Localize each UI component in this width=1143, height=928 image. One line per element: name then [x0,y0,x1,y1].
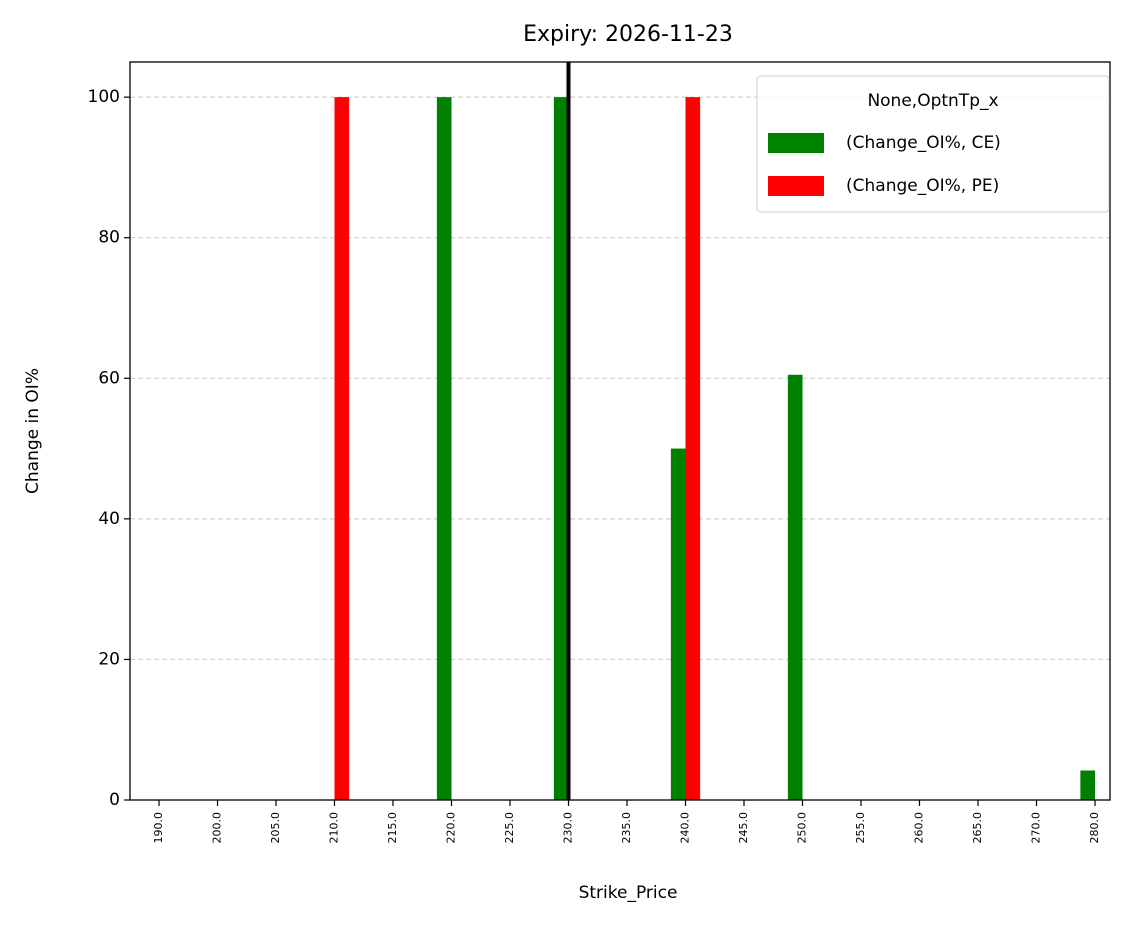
y-tick-label: 0 [109,790,120,810]
x-tick-label: 215.0 [386,812,399,844]
x-tick-label: 225.0 [503,812,516,844]
bar [787,374,803,800]
x-tick-label: 240.0 [679,812,692,844]
x-tick-label: 280.0 [1088,812,1101,844]
bar [1080,770,1095,800]
plot-frame [129,61,1111,801]
legend: None,OptnTp_x (Change_OI%, CE) (Change_OI%… [756,75,1110,213]
bar [670,448,686,800]
x-tick-label: 235.0 [620,812,633,844]
x-tick-label: 260.0 [913,812,926,844]
x-tick-label: 270.0 [1030,812,1043,844]
x-tick-label: 200.0 [211,812,224,844]
bar [334,97,350,800]
legend-label: (Change_OI%, PE) [846,176,999,196]
x-tick-label: 265.0 [971,812,984,844]
x-tick-label: 205.0 [269,812,282,844]
y-axis-label: Change in OI% [23,368,43,494]
x-tick-label: 210.0 [328,812,341,844]
x-tick-label: 245.0 [737,812,750,844]
y-tick-label: 100 [88,87,120,107]
y-tick-label: 20 [98,649,120,669]
x-tick-label: 190.0 [152,812,165,844]
y-tick-label: 80 [98,228,120,248]
x-tick-label: 250.0 [796,812,809,844]
legend-label: (Change_OI%, CE) [846,133,1001,153]
legend-swatch [768,176,824,196]
legend-swatch [768,133,824,153]
x-axis-label: Strike_Price [579,883,678,903]
bar [553,97,569,800]
x-tick-label: 230.0 [562,812,575,844]
legend-title: None,OptnTp_x [867,91,998,111]
x-tick-label: 220.0 [445,812,458,844]
y-tick-label: 60 [98,368,120,388]
bar [436,97,452,800]
chart-title: Expiry: 2026-11-23 [523,22,733,47]
legend-box [756,75,1110,213]
y-tick-label: 40 [98,509,120,529]
x-tick-label: 255.0 [854,812,867,844]
bar [685,97,701,800]
